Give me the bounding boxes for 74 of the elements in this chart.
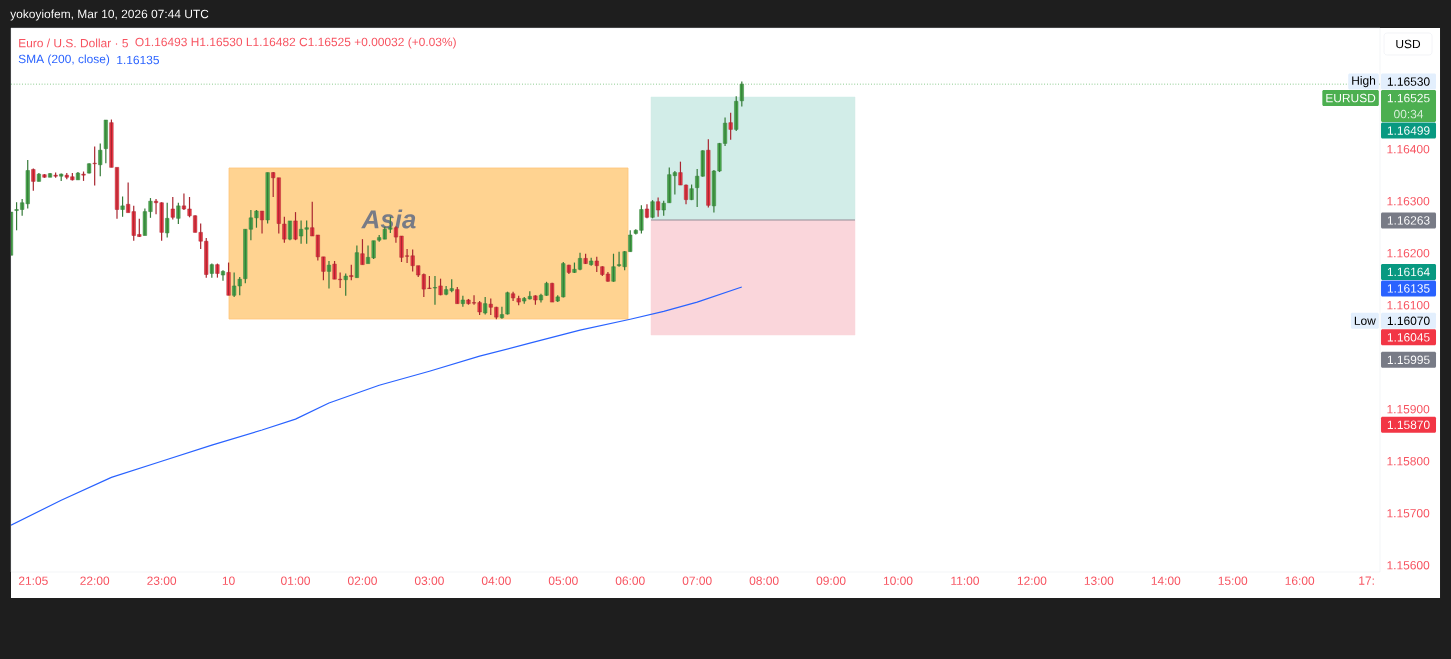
y-tick-label: 1.15800 bbox=[1387, 456, 1430, 466]
text: 1.16164 bbox=[1387, 267, 1430, 277]
x-tick-label: 23:00 bbox=[147, 576, 177, 585]
annotation: Asia bbox=[361, 209, 416, 229]
y-tick-label: 1.16400 bbox=[1387, 144, 1430, 154]
candlestick bbox=[611, 253, 616, 283]
y-tick-label: 1.15900 bbox=[1387, 404, 1430, 414]
x-tick-label: 06:00 bbox=[615, 576, 645, 585]
y-axis-title: USD bbox=[1396, 39, 1421, 49]
x-tick-label: 10:00 bbox=[883, 576, 913, 585]
candlestick bbox=[293, 211, 298, 241]
candlestick bbox=[120, 195, 125, 218]
text: 1.16499 bbox=[1387, 126, 1430, 135]
annotation: High bbox=[1352, 76, 1376, 88]
x-tick-label: 02:00 bbox=[347, 576, 377, 585]
candlestick bbox=[165, 202, 170, 239]
y-tick-label: 1.15700 bbox=[1387, 509, 1430, 518]
x-tick-label: 11:00 bbox=[951, 576, 979, 585]
x-tick-label: 14:00 bbox=[1151, 576, 1181, 585]
y-tick-label: 1.15600 bbox=[1387, 561, 1430, 570]
candlestick bbox=[98, 142, 103, 177]
candlestick bbox=[92, 145, 97, 187]
ref-line-label: EURUSD bbox=[1326, 93, 1376, 103]
x-tick-label: 01:00 bbox=[281, 576, 311, 585]
candlestick bbox=[728, 112, 733, 141]
candlestick bbox=[343, 272, 348, 297]
candlestick bbox=[734, 95, 739, 132]
text: 1.16135 bbox=[1387, 284, 1430, 293]
text: SMA (200, close) bbox=[18, 54, 110, 66]
candlestick bbox=[650, 199, 655, 219]
text: 00:34 bbox=[1394, 109, 1424, 119]
candlestick bbox=[176, 202, 181, 225]
text: 1.16070 bbox=[1387, 316, 1430, 326]
x-tick-label: 12:00 bbox=[1017, 576, 1047, 585]
text: 1.15995 bbox=[1387, 355, 1430, 365]
annotation: 1.16135 bbox=[117, 55, 159, 65]
x-tick-label: 22:00 bbox=[80, 576, 110, 585]
x-tick-label: 10 bbox=[222, 576, 235, 585]
text: Euro / U.S. Dollar · 5 bbox=[19, 38, 128, 48]
candlestick bbox=[432, 275, 438, 306]
x-tick-label: 08:00 bbox=[749, 576, 779, 585]
y-tick-label: 1.16300 bbox=[1387, 196, 1430, 206]
annotation: Low bbox=[1354, 316, 1376, 325]
text: 1.16045 bbox=[1387, 333, 1430, 342]
x-tick-label: 13:00 bbox=[1084, 576, 1114, 585]
candlestick bbox=[226, 261, 231, 296]
candlestick bbox=[360, 238, 365, 266]
x-tick-label: 16:00 bbox=[1285, 576, 1315, 585]
candlestick bbox=[706, 138, 711, 209]
text: 1.16525 bbox=[1387, 93, 1430, 103]
y-tick-label: 1.16200 bbox=[1387, 248, 1430, 258]
x-tick-label: 07:00 bbox=[682, 576, 712, 585]
x-tick-label: 05:00 bbox=[548, 576, 578, 585]
candlestick bbox=[42, 173, 47, 179]
x-tick-label: 03:00 bbox=[414, 576, 444, 585]
candlestick bbox=[170, 196, 175, 220]
candlestick bbox=[31, 167, 36, 192]
candlestick bbox=[36, 172, 41, 183]
candlestick bbox=[533, 294, 538, 306]
x-tick-label: 15:00 bbox=[1218, 576, 1248, 585]
text: 1.15870 bbox=[1387, 420, 1430, 430]
candlestick bbox=[566, 264, 571, 275]
line-series bbox=[11, 286, 743, 526]
y-tick-label: 1.16100 bbox=[1387, 300, 1430, 310]
x-tick-label: 09:00 bbox=[816, 576, 846, 585]
x-tick-label: 21:05 bbox=[18, 576, 48, 585]
candlestick bbox=[265, 171, 270, 225]
candlestick bbox=[103, 119, 108, 164]
x-tick-label: 04:00 bbox=[481, 576, 511, 585]
text: 1.16263 bbox=[1387, 216, 1430, 225]
text: O1.16493 H1.16530 L1.16482 C1.16525 +0.00032 (+0.03%) bbox=[135, 37, 456, 49]
x-tick-label: 17: bbox=[1359, 576, 1374, 585]
text: yokoyiofem, Mar 10, 2026 07:44 UTC bbox=[10, 9, 209, 21]
text: 1.16530 bbox=[1387, 77, 1430, 86]
